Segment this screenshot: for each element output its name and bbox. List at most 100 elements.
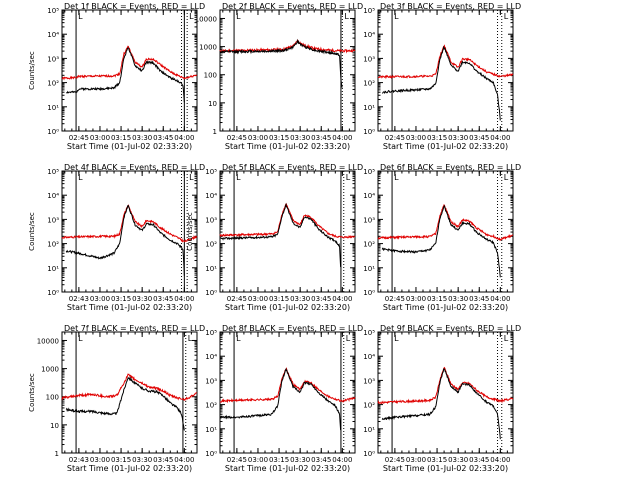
y-tick-label: 10²: [363, 80, 375, 88]
lld-series-line: [61, 45, 197, 81]
y-tick-label: 10²: [205, 402, 217, 410]
marker-label: L: [394, 334, 399, 343]
y-tick-label: 10³: [47, 55, 59, 63]
x-tick-label: 03:30: [448, 456, 468, 464]
y-tick-label: 10⁵: [205, 329, 217, 337]
marker-label: L: [236, 334, 241, 343]
x-tick-label: 03:30: [448, 134, 468, 142]
marker-label: L: [78, 12, 83, 21]
x-axis-label: Start Time (01-Jul-02 02:33:20): [225, 142, 350, 151]
x-tick-label: 04:00: [332, 295, 352, 303]
y-axis-label: Counts/sec: [28, 212, 36, 251]
plot-frame: [61, 331, 198, 454]
x-tick-label: 03:00: [406, 295, 426, 303]
x-tick-label: 03:00: [248, 134, 268, 142]
marker-label: L: [236, 173, 241, 182]
x-tick-label: 03:30: [290, 456, 310, 464]
panel-title: Det 5f BLACK = Events, RED = LLD: [222, 163, 363, 172]
y-tick-label: 10⁰: [47, 289, 59, 297]
x-tick-label: 03:00: [248, 295, 268, 303]
y-tick-label: 10³: [47, 216, 59, 224]
y-tick-label: 10: [208, 100, 217, 108]
panel-1: Det 1f BLACK = Events, RED = LLD 10⁰ 10¹ 10…: [28, 2, 205, 151]
x-tick-label: 04:00: [332, 134, 352, 142]
x-axis-label: Start Time (01-Jul-02 02:33:20): [225, 464, 350, 473]
panel-7: Det 7f BLACK = Events, RED = LLD 1 10 100 10…: [28, 324, 205, 473]
x-tick-label: 04:00: [174, 456, 194, 464]
y-tick-label: 10³: [363, 216, 375, 224]
panel-title: Det 7f BLACK = Events, RED = LLD: [64, 324, 205, 333]
marker-label: L: [78, 334, 83, 343]
y-tick-label: 10⁵: [363, 7, 375, 15]
x-tick-label: 03:15: [111, 456, 131, 464]
marker-label: L: [504, 12, 509, 21]
x-tick-label: 03:45: [311, 295, 331, 303]
marker-label: L: [504, 173, 509, 182]
x-tick-label: 02:45: [227, 456, 247, 464]
y-tick-label: 10⁴: [363, 31, 375, 39]
y-tick-label: 10000: [195, 15, 217, 23]
y-tick-label: 10¹: [205, 426, 217, 434]
x-tick-label: 02:45: [385, 456, 405, 464]
plot-frame: [219, 170, 356, 293]
y-tick-label: 10: [50, 422, 59, 430]
panel-title: Det 3f BLACK = Events, RED = LLD: [380, 2, 521, 11]
y-tick-label: 10⁰: [205, 289, 217, 297]
marker-label: L: [344, 12, 349, 21]
y-tick-label: 10⁴: [363, 192, 375, 200]
x-tick-label: 04:00: [174, 134, 194, 142]
x-tick-label: 03:15: [427, 134, 447, 142]
marker-label: L: [78, 173, 83, 182]
x-tick-label: 02:43: [69, 456, 89, 464]
x-tick-label: 03:45: [469, 295, 489, 303]
x-tick-label: 03:30: [290, 295, 310, 303]
x-tick-label: 03:45: [311, 456, 331, 464]
panel-3: Det 3f BLACK = Events, RED = LLD 10⁰ 10¹ 10…: [363, 2, 521, 151]
y-tick-label: 10⁵: [205, 168, 217, 176]
y-tick-label: 10¹: [363, 104, 375, 112]
x-tick-label: 02:45: [385, 134, 405, 142]
y-tick-label: 10²: [47, 241, 59, 249]
x-axis-label: Start Time (01-Jul-02 02:33:20): [225, 303, 350, 312]
x-tick-label: 03:00: [90, 134, 110, 142]
x-axis-label: Start Time (01-Jul-02 02:33:20): [383, 303, 508, 312]
panel-5: Det 5f BLACK = Events, RED = LLD 10⁰ 10¹ 10…: [186, 163, 363, 312]
x-tick-label: 03:15: [427, 456, 447, 464]
x-tick-label: 04:00: [490, 456, 510, 464]
y-tick-label: 10⁰: [363, 128, 375, 136]
x-tick-label: 03:30: [448, 295, 468, 303]
y-tick-label: 10⁵: [47, 168, 59, 176]
y-axis-label: Counts/sec: [28, 51, 36, 90]
y-axis-label: Counts/sec: [28, 373, 36, 412]
panel-2: Det 2f BLACK = Events, RED = LLD 1 10 100 10…: [195, 2, 363, 151]
x-tick-label: 04:00: [332, 456, 352, 464]
x-tick-label: 03:45: [469, 134, 489, 142]
y-tick-label: 10⁵: [363, 329, 375, 337]
x-tick-label: 02:45: [227, 295, 247, 303]
y-tick-label: 1000: [199, 44, 217, 52]
y-tick-label: 10000: [37, 337, 59, 345]
events-series-line: [65, 376, 185, 431]
y-tick-label: 10¹: [205, 265, 217, 273]
plot-frame: [61, 9, 198, 132]
x-tick-label: 03:45: [469, 456, 489, 464]
y-tick-label: 100: [204, 72, 217, 80]
y-tick-label: 10⁴: [47, 192, 59, 200]
plot-frame: [219, 9, 356, 132]
lld-series-line: [61, 373, 197, 402]
x-tick-label: 03:15: [111, 295, 131, 303]
x-tick-label: 04:00: [490, 134, 510, 142]
x-tick-label: 03:45: [153, 134, 173, 142]
x-tick-label: 03:00: [90, 295, 110, 303]
x-tick-label: 03:00: [90, 456, 110, 464]
marker-label: L: [188, 334, 193, 343]
marker-label: L: [189, 173, 194, 182]
y-tick-label: 10²: [205, 241, 217, 249]
y-tick-label: 10⁵: [363, 168, 375, 176]
y-tick-label: 10¹: [47, 104, 59, 112]
panel-title: Det 6f BLACK = Events, RED = LLD: [380, 163, 521, 172]
events-series-line: [219, 367, 342, 431]
y-tick-label: 10⁴: [205, 353, 217, 361]
lld-series-line: [377, 366, 514, 405]
